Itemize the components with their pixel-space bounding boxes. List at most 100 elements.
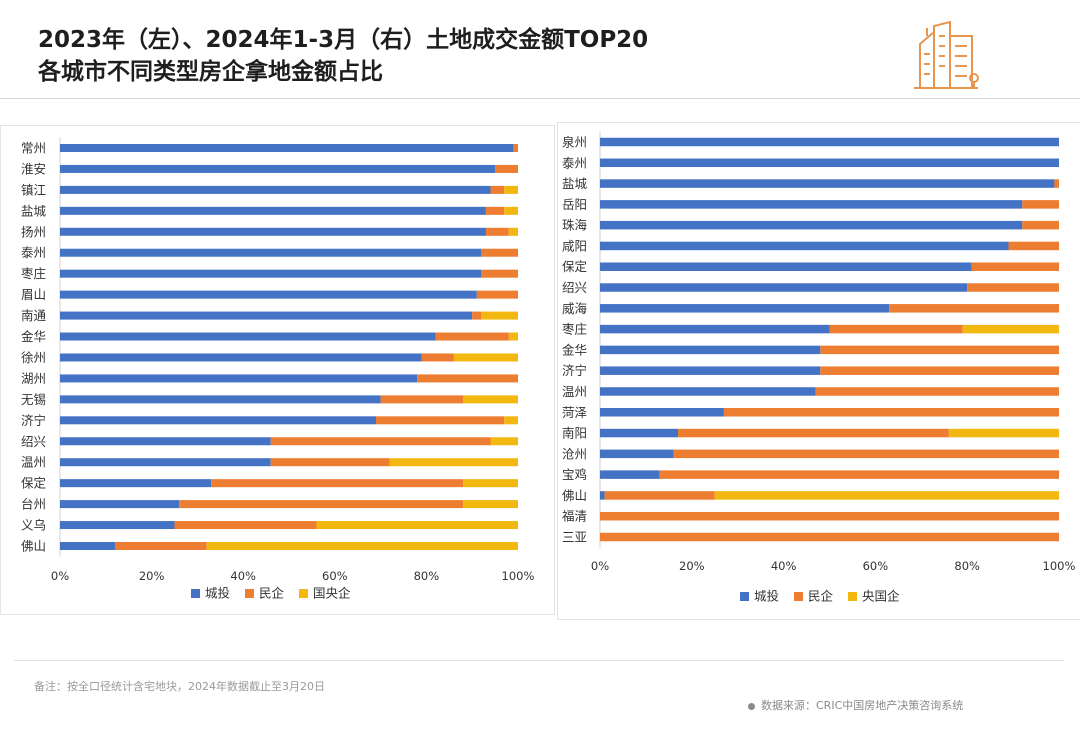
x-tick-label: 40% bbox=[230, 569, 256, 583]
bar-segment-1 bbox=[270, 437, 491, 446]
bar-segment-0 bbox=[60, 206, 486, 215]
bar-segment-2 bbox=[948, 428, 1059, 438]
bar-segment-0 bbox=[600, 470, 660, 479]
bar-segment-1 bbox=[1054, 179, 1059, 188]
chart-2023-panel: 常州 淮安 镇江 盐城 扬州 泰州 枣庄 眉山 南通 金华 徐州 湖州 无锡 济宁 绍兴 温州 保定 台州 义乌 佛山… bbox=[0, 125, 555, 615]
bar-segment-0 bbox=[600, 304, 890, 313]
category-label: 菏泽 bbox=[562, 405, 587, 420]
bar-segment-1 bbox=[600, 511, 1059, 521]
legend-label-2: 央国企 bbox=[862, 589, 900, 604]
bar-segment-1 bbox=[174, 521, 317, 530]
bar-segment-1 bbox=[417, 374, 518, 383]
category-label: 温州 bbox=[562, 384, 587, 399]
bar-segment-1 bbox=[495, 164, 518, 173]
x-tick-label: 60% bbox=[863, 559, 889, 573]
bar-segment-0 bbox=[600, 428, 679, 438]
page-title: 2023年（左）、2024年1-3月（右）土地成交金额TOP20 bbox=[38, 27, 649, 53]
bar-segment-0 bbox=[60, 437, 271, 446]
category-label: 绍兴 bbox=[21, 434, 46, 449]
category-label: 温州 bbox=[21, 455, 46, 470]
bar-segment-0 bbox=[60, 269, 482, 278]
bar-segment-1 bbox=[380, 395, 464, 404]
category-label: 眉山 bbox=[21, 287, 46, 302]
bar-segment-0 bbox=[60, 395, 381, 404]
bar-segment-0 bbox=[600, 179, 1055, 188]
bar-segment-0 bbox=[600, 387, 816, 396]
bar-segment-2 bbox=[481, 311, 518, 320]
bar-segment-1 bbox=[485, 227, 509, 236]
bar-segment-1 bbox=[481, 269, 518, 278]
footer-divider bbox=[14, 660, 1064, 661]
bar-segment-2 bbox=[463, 500, 518, 509]
bar-segment-1 bbox=[600, 532, 1059, 542]
bar-segment-2 bbox=[453, 353, 518, 362]
category-label: 扬州 bbox=[21, 224, 46, 239]
bar-segment-1 bbox=[889, 304, 1059, 313]
category-label: 济宁 bbox=[21, 413, 46, 428]
bar-segment-1 bbox=[376, 416, 505, 425]
legend-swatch-2 bbox=[848, 592, 857, 601]
bar-segment-1 bbox=[211, 479, 464, 488]
bar-segment-1 bbox=[1022, 220, 1059, 230]
bar-segment-0 bbox=[60, 479, 212, 488]
bar-segment-0 bbox=[60, 144, 514, 152]
chart-2024-panel: 泉州 泰州 盐城 岳阳 珠海 咸阳 保定 绍兴 威海 枣庄 金华 济宁 温州 菏泽 南阳 沧州 宝鸡 佛山 福清 三亚… bbox=[557, 122, 1080, 620]
x-tick-label: 0% bbox=[51, 569, 69, 583]
category-label: 金华 bbox=[562, 342, 587, 357]
bar-segment-0 bbox=[60, 353, 422, 362]
bar-segment-1 bbox=[1022, 200, 1059, 209]
bar-segment-1 bbox=[604, 491, 715, 500]
bar-segment-1 bbox=[490, 185, 505, 194]
legend-label-2: 国央企 bbox=[313, 586, 351, 601]
legend-swatch-1 bbox=[245, 589, 254, 598]
legend-swatch-2 bbox=[299, 589, 308, 598]
bar-segment-1 bbox=[673, 449, 1059, 459]
bar-segment-0 bbox=[600, 241, 1009, 251]
data-source-text: 数据来源：CRIC中国房地产决策咨询系统 bbox=[761, 699, 964, 712]
x-tick-label: 80% bbox=[414, 569, 440, 583]
bar-segment-1 bbox=[485, 206, 505, 215]
legend-swatch-0 bbox=[740, 592, 749, 601]
bar-segment-0 bbox=[600, 283, 968, 292]
legend-swatch-0 bbox=[191, 589, 200, 598]
category-label: 徐州 bbox=[21, 350, 46, 365]
category-label: 枣庄 bbox=[562, 322, 587, 337]
bar-segment-0 bbox=[600, 220, 1023, 230]
chart-2023: 常州淮安镇江盐城扬州泰州枣庄眉山南通金华徐州湖州无锡济宁绍兴温州保定台州义乌佛山… bbox=[21, 137, 535, 601]
bar-segment-0 bbox=[60, 227, 486, 236]
bar-segment-2 bbox=[504, 206, 518, 215]
category-label: 珠海 bbox=[562, 218, 588, 233]
bar-segment-0 bbox=[600, 366, 821, 375]
bar-segment-0 bbox=[60, 164, 496, 173]
category-label: 泰州 bbox=[21, 245, 46, 260]
bar-segment-1 bbox=[481, 248, 518, 257]
legend-label-0: 城投 bbox=[754, 589, 779, 604]
bar-segment-0 bbox=[60, 521, 175, 530]
legend-swatch-1 bbox=[794, 592, 803, 601]
bar-segment-1 bbox=[421, 353, 454, 362]
header-divider bbox=[0, 98, 1080, 99]
bar-segment-0 bbox=[60, 290, 477, 299]
bullet-icon bbox=[748, 702, 755, 710]
legend-label-1: 民企 bbox=[259, 586, 285, 601]
x-tick-label: 40% bbox=[771, 559, 797, 573]
category-label: 泰州 bbox=[562, 155, 587, 170]
bar-segment-0 bbox=[60, 458, 271, 467]
bar-segment-0 bbox=[600, 200, 1023, 209]
bar-segment-2 bbox=[316, 521, 518, 530]
bar-segment-2 bbox=[962, 324, 1059, 334]
category-label: 南通 bbox=[21, 308, 47, 323]
bar-segment-1 bbox=[815, 387, 1059, 396]
category-label: 台州 bbox=[21, 497, 46, 512]
legend-label-0: 城投 bbox=[205, 586, 230, 601]
bar-segment-1 bbox=[820, 345, 1059, 355]
bar-segment-1 bbox=[476, 290, 518, 299]
category-label: 绍兴 bbox=[562, 280, 587, 295]
bar-segment-0 bbox=[60, 500, 180, 509]
bar-segment-2 bbox=[389, 458, 518, 467]
bar-segment-0 bbox=[600, 324, 830, 334]
page-subtitle: 各城市不同类型房企拿地金额占比 bbox=[38, 59, 383, 85]
category-label: 湖州 bbox=[21, 371, 46, 386]
x-tick-label: 20% bbox=[139, 569, 165, 583]
x-tick-label: 20% bbox=[679, 559, 705, 573]
